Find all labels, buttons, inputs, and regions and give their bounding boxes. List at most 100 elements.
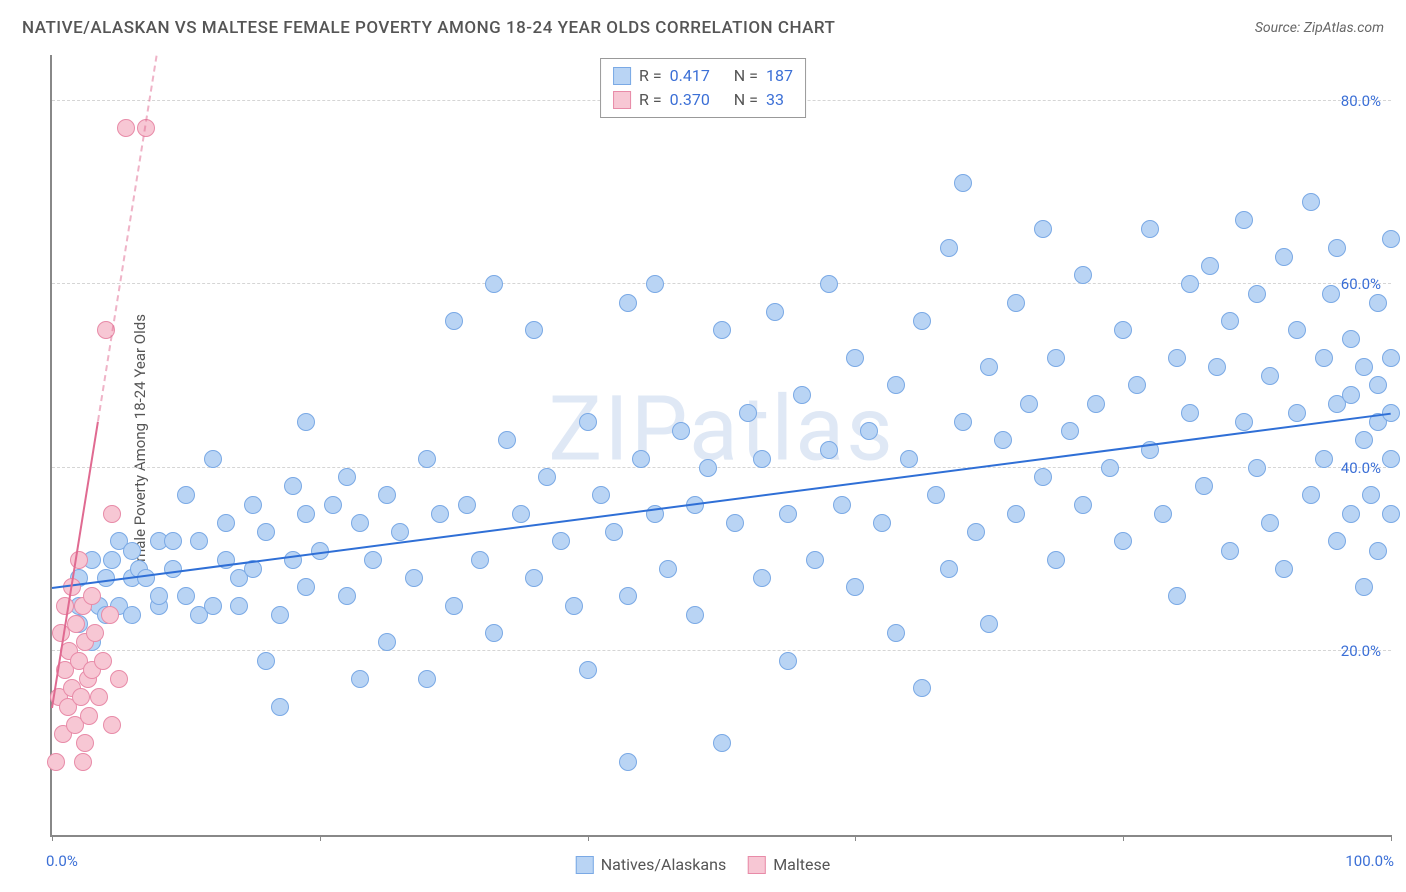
scatter-point	[1141, 220, 1159, 238]
scatter-point	[619, 753, 637, 771]
scatter-point	[820, 275, 838, 293]
scatter-point	[592, 486, 610, 504]
scatter-point	[1208, 358, 1226, 376]
scatter-point	[351, 670, 369, 688]
scatter-point	[753, 569, 771, 587]
scatter-point	[1221, 542, 1239, 560]
scatter-point	[86, 624, 104, 642]
source-attribution: Source: ZipAtlas.com	[1255, 20, 1384, 36]
scatter-point	[47, 753, 65, 771]
scatter-point	[1275, 560, 1293, 578]
scatter-point	[1275, 248, 1293, 266]
x-tick	[52, 835, 53, 841]
scatter-point	[485, 275, 503, 293]
scatter-point	[418, 450, 436, 468]
scatter-point	[646, 275, 664, 293]
scatter-point	[72, 688, 90, 706]
scatter-point	[1355, 578, 1373, 596]
legend-item: Natives/Alaskans	[576, 855, 726, 874]
scatter-point	[271, 698, 289, 716]
scatter-point	[90, 688, 108, 706]
scatter-point	[164, 532, 182, 550]
scatter-point	[1288, 404, 1306, 422]
y-tick-label: 20.0%	[1341, 642, 1381, 660]
n-label: N =	[734, 88, 758, 112]
scatter-point	[1195, 477, 1213, 495]
scatter-point	[1235, 211, 1253, 229]
scatter-point	[1047, 349, 1065, 367]
scatter-point	[204, 597, 222, 615]
scatter-point	[1261, 367, 1279, 385]
scatter-point	[1328, 239, 1346, 257]
scatter-point	[579, 661, 597, 679]
scatter-point	[605, 523, 623, 541]
scatter-point	[94, 652, 112, 670]
scatter-point	[177, 587, 195, 605]
scatter-point	[1322, 285, 1340, 303]
scatter-point	[351, 514, 369, 532]
scatter-point	[1382, 450, 1400, 468]
scatter-point	[1382, 505, 1400, 523]
scatter-point	[101, 606, 119, 624]
scatter-point	[1315, 450, 1333, 468]
scatter-point	[980, 358, 998, 376]
legend-stat-row: R = 0.417 N = 187	[613, 64, 793, 88]
scatter-point	[1328, 532, 1346, 550]
scatter-point	[190, 532, 208, 550]
legend-stat-row: R = 0.370 N = 33	[613, 88, 793, 112]
scatter-point	[204, 450, 222, 468]
scatter-point	[994, 431, 1012, 449]
scatter-point	[1074, 496, 1092, 514]
scatter-point	[297, 413, 315, 431]
scatter-point	[1302, 193, 1320, 211]
scatter-point	[1315, 349, 1333, 367]
scatter-point	[1114, 532, 1132, 550]
scatter-point	[391, 523, 409, 541]
scatter-point	[1342, 386, 1360, 404]
scatter-point	[1201, 257, 1219, 275]
scatter-point	[164, 560, 182, 578]
scatter-point	[177, 486, 195, 504]
scatter-point	[632, 450, 650, 468]
scatter-point	[1181, 275, 1199, 293]
scatter-point	[445, 597, 463, 615]
scatter-point	[1382, 349, 1400, 367]
scatter-point	[779, 505, 797, 523]
scatter-point	[1128, 376, 1146, 394]
scatter-point	[1355, 358, 1373, 376]
scatter-point	[110, 670, 128, 688]
scatter-point	[458, 496, 476, 514]
scatter-point	[1034, 220, 1052, 238]
scatter-point	[846, 349, 864, 367]
scatter-point	[445, 312, 463, 330]
scatter-point	[83, 587, 101, 605]
scatter-point	[1342, 330, 1360, 348]
scatter-point	[1362, 486, 1380, 504]
gridline-h	[52, 650, 1391, 651]
scatter-point	[954, 413, 972, 431]
scatter-point	[887, 624, 905, 642]
scatter-point	[150, 587, 168, 605]
scatter-point	[378, 633, 396, 651]
scatter-point	[619, 587, 637, 605]
scatter-point	[793, 386, 811, 404]
scatter-point	[846, 578, 864, 596]
r-value: 0.417	[670, 64, 710, 88]
scatter-point	[525, 321, 543, 339]
scatter-point	[103, 551, 121, 569]
scatter-point	[1181, 404, 1199, 422]
scatter-point	[900, 450, 918, 468]
scatter-point	[1020, 395, 1038, 413]
r-label: R =	[639, 64, 662, 88]
scatter-point	[431, 505, 449, 523]
scatter-point	[766, 303, 784, 321]
scatter-point	[1369, 542, 1387, 560]
legend-label: Maltese	[773, 855, 830, 874]
n-value: 187	[766, 64, 793, 88]
y-tick-label: 40.0%	[1341, 459, 1381, 477]
scatter-point	[117, 119, 135, 137]
legend-swatch	[613, 67, 631, 85]
scatter-point	[565, 597, 583, 615]
scatter-point	[1047, 551, 1065, 569]
scatter-point	[1074, 266, 1092, 284]
